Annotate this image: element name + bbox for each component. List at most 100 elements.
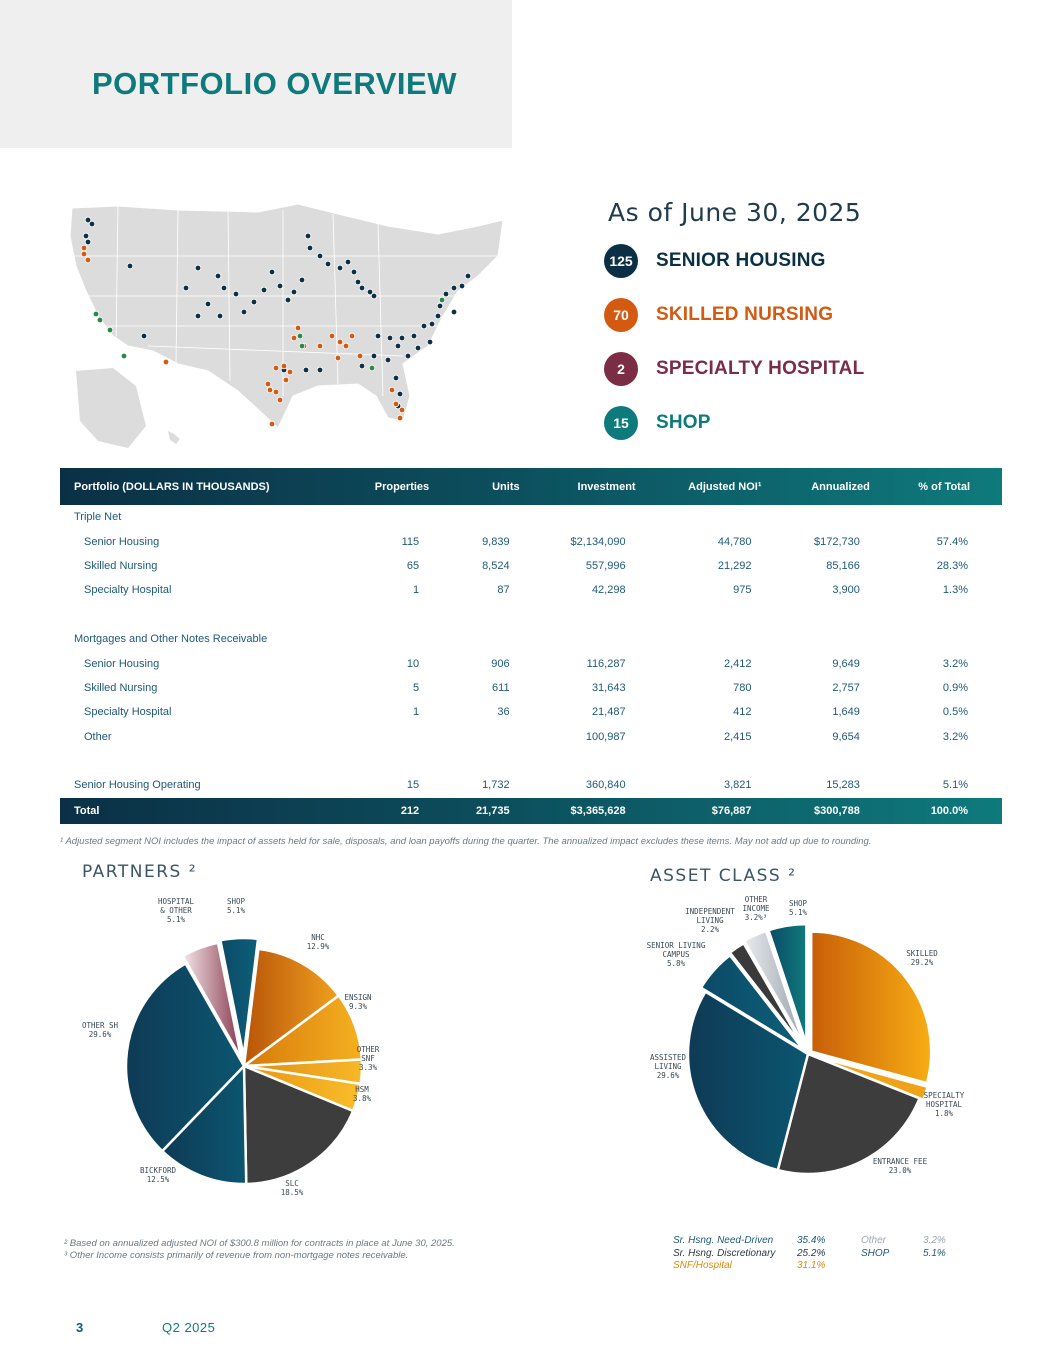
property-marker — [336, 338, 344, 346]
legend-label: Sr. Hsng. Need-Driven — [673, 1235, 774, 1246]
legend-value: 35.4% — [797, 1235, 826, 1246]
property-marker — [316, 252, 324, 260]
property-marker — [344, 258, 352, 266]
property-marker — [80, 250, 88, 258]
pie-value-label: 18.5% — [281, 1188, 304, 1197]
property-marker — [260, 286, 268, 294]
pie-value-label: 23.0% — [889, 1166, 912, 1175]
cell: 1 — [413, 706, 420, 719]
property-marker — [266, 386, 274, 394]
pie-slice-nhc — [242, 947, 341, 1069]
cell: 1,732 — [482, 779, 510, 792]
kpi-label: SPECIALTY HOSPITAL — [656, 358, 865, 379]
row-label: Skilled Nursing — [84, 559, 158, 572]
pie-label: SPECIALTY — [924, 1091, 965, 1100]
contiguous-us-shape — [69, 203, 504, 429]
pie-value-label: 29.2% — [911, 958, 934, 967]
property-marker — [306, 244, 314, 252]
property-marker — [280, 362, 288, 370]
kpi-count-badge: 15 — [604, 406, 638, 440]
legend-label: Sr. Hsng. Discretionary — [673, 1247, 776, 1259]
row-label: Specialty Hospital — [84, 706, 172, 719]
section-row-triple-net: Triple Net — [60, 505, 1002, 529]
cell: 8,524 — [482, 559, 510, 572]
pie-label: SENIOR LIVING — [647, 941, 706, 950]
property-marker — [386, 334, 394, 342]
pie-value-label: 9.3% — [349, 1002, 368, 1011]
pie-slice-assisted-living — [686, 990, 810, 1172]
legend-value: 3.2% — [923, 1235, 946, 1246]
property-marker — [182, 284, 190, 292]
property-marker — [356, 352, 364, 360]
property-marker — [84, 256, 92, 264]
row-label: Skilled Nursing — [84, 681, 158, 694]
property-marker — [284, 296, 292, 304]
pie-slice-entrance-fee — [776, 1052, 922, 1176]
as-of-date: As of June 30, 2025 — [608, 198, 862, 227]
cell: $172,730 — [813, 535, 860, 548]
property-marker — [276, 396, 284, 404]
property-marker — [354, 278, 362, 286]
property-marker — [404, 352, 412, 360]
property-marker — [370, 292, 378, 300]
property-marker — [194, 312, 202, 320]
property-marker — [264, 380, 272, 388]
cell: 115 — [401, 535, 420, 548]
title-band — [0, 0, 512, 148]
property-marker — [220, 284, 228, 292]
total-row: Total 212 21,735 $3,365,628 $76,887 $300… — [60, 797, 1002, 824]
property-marker — [342, 342, 350, 350]
property-marker — [358, 362, 366, 370]
footnotes-bottom: ² Based on annualized adjusted NOI of $3… — [64, 1238, 455, 1262]
column-header: Investment — [577, 480, 636, 493]
row-label: Total — [74, 804, 100, 817]
cell: $300,788 — [813, 804, 860, 817]
cell: 0.9% — [942, 681, 968, 694]
cell: 21,735 — [475, 804, 510, 817]
property-marker — [398, 406, 406, 414]
property-marker — [396, 390, 404, 398]
column-header: % of Total — [918, 480, 970, 493]
cell: 1,649 — [832, 706, 860, 719]
cell: 36 — [497, 706, 510, 719]
pie-label: ENSIGN — [344, 993, 371, 1002]
kpi-label: SKILLED NURSING — [656, 304, 834, 325]
column-header: Adjusted NOI¹ — [688, 480, 762, 493]
pie-value-label: 5.1% — [167, 915, 186, 924]
property-marker — [304, 232, 312, 240]
property-marker — [438, 296, 446, 304]
property-marker — [290, 334, 298, 342]
table-row: Senior Housing Operating 15 1,732 360,84… — [60, 773, 1002, 797]
footnote-other-income: ³ Other Income consists primarily of rev… — [64, 1250, 409, 1261]
property-marker — [294, 324, 302, 332]
property-marker — [296, 332, 304, 340]
row-label: Specialty Hospital — [84, 584, 172, 597]
pie-value-label: 3.2%³ — [745, 913, 768, 922]
cell: 3,900 — [832, 584, 860, 597]
pie-slice-independent-living — [728, 941, 805, 1049]
senior-housing-markers — [82, 216, 472, 410]
cell: 31,643 — [591, 681, 626, 694]
cell: 975 — [733, 584, 752, 597]
cell: 21,487 — [591, 706, 626, 719]
pie-value-label: 2.2% — [701, 925, 720, 934]
cell: 9,839 — [482, 535, 510, 548]
pie-label: OTHER — [357, 1045, 380, 1054]
cell: 1 — [413, 584, 420, 597]
kpi-specialty-hospital: 2 SPECIALTY HOSPITAL — [604, 352, 864, 386]
property-marker — [384, 356, 392, 364]
pie-label: & OTHER — [160, 906, 192, 915]
cell: 42,298 — [591, 584, 626, 597]
property-marker — [282, 376, 290, 384]
column-header: Properties — [374, 480, 430, 493]
section-row-mortgages: Mortgages and Other Notes Receivable — [60, 627, 1002, 651]
legend-value: 5.1% — [923, 1247, 946, 1259]
pie-value-label: 3.3% — [359, 1063, 378, 1072]
kpi-label: SHOP — [656, 412, 711, 433]
property-marker — [240, 308, 248, 316]
property-marker — [398, 334, 406, 342]
cell: $76,887 — [711, 804, 752, 817]
property-marker — [286, 368, 294, 376]
cell: 9,649 — [832, 657, 860, 670]
property-marker — [370, 352, 378, 360]
